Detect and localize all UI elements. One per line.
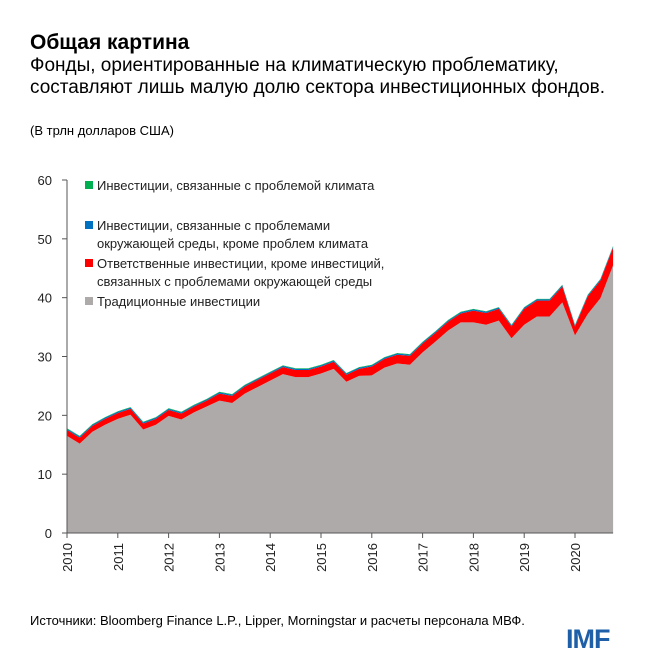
legend-label: Ответственные инвестиции, кроме инвестиц… xyxy=(97,256,384,271)
x-tick-label: 2019 xyxy=(517,543,532,572)
legend-swatch xyxy=(85,259,93,267)
x-tick-label: 2015 xyxy=(314,543,329,572)
y-tick-label: 20 xyxy=(38,408,52,423)
y-tick-label: 50 xyxy=(38,232,52,247)
x-tick-label: 2020 xyxy=(568,543,583,572)
y-tick-label: 0 xyxy=(45,526,52,541)
legend-swatch xyxy=(85,297,93,305)
x-tick-label: 2016 xyxy=(365,543,380,572)
legend-label: связанных с проблемами окружающей среды xyxy=(97,274,372,289)
y-tick-label: 10 xyxy=(38,467,52,482)
y-tick-label: 30 xyxy=(38,350,52,365)
x-tick-label: 2011 xyxy=(111,543,126,571)
y-tick-label: 60 xyxy=(38,173,52,188)
x-tick-label: 2012 xyxy=(162,543,177,572)
area-series-0 xyxy=(67,265,614,533)
x-tick-label: 2013 xyxy=(212,543,227,572)
chart-subtitle: Фонды, ориентированные на климатическую … xyxy=(30,55,606,98)
x-tick-label: 2010 xyxy=(60,543,75,572)
source-note: Источники: Bloomberg Finance L.P., Lippe… xyxy=(30,613,525,628)
legend-label: Инвестиции, связанные с проблемами xyxy=(97,218,330,233)
legend-label: окружающей среды, кроме проблем климата xyxy=(97,236,369,251)
legend-swatch xyxy=(85,221,93,229)
x-tick-label: 2014 xyxy=(263,543,278,572)
y-tick-label: 40 xyxy=(38,291,52,306)
chart-title: Общая картина xyxy=(30,31,190,54)
x-tick-label: 2018 xyxy=(466,543,481,572)
legend-swatch xyxy=(85,181,93,189)
imf-logo: IMF xyxy=(566,624,610,654)
legend-label: Инвестиции, связанные с проблемой климат… xyxy=(97,178,375,193)
x-tick-label: 2017 xyxy=(416,543,431,572)
legend-label: Традиционные инвестиции xyxy=(97,294,260,309)
units-label: (В трлн долларов США) xyxy=(30,123,174,138)
